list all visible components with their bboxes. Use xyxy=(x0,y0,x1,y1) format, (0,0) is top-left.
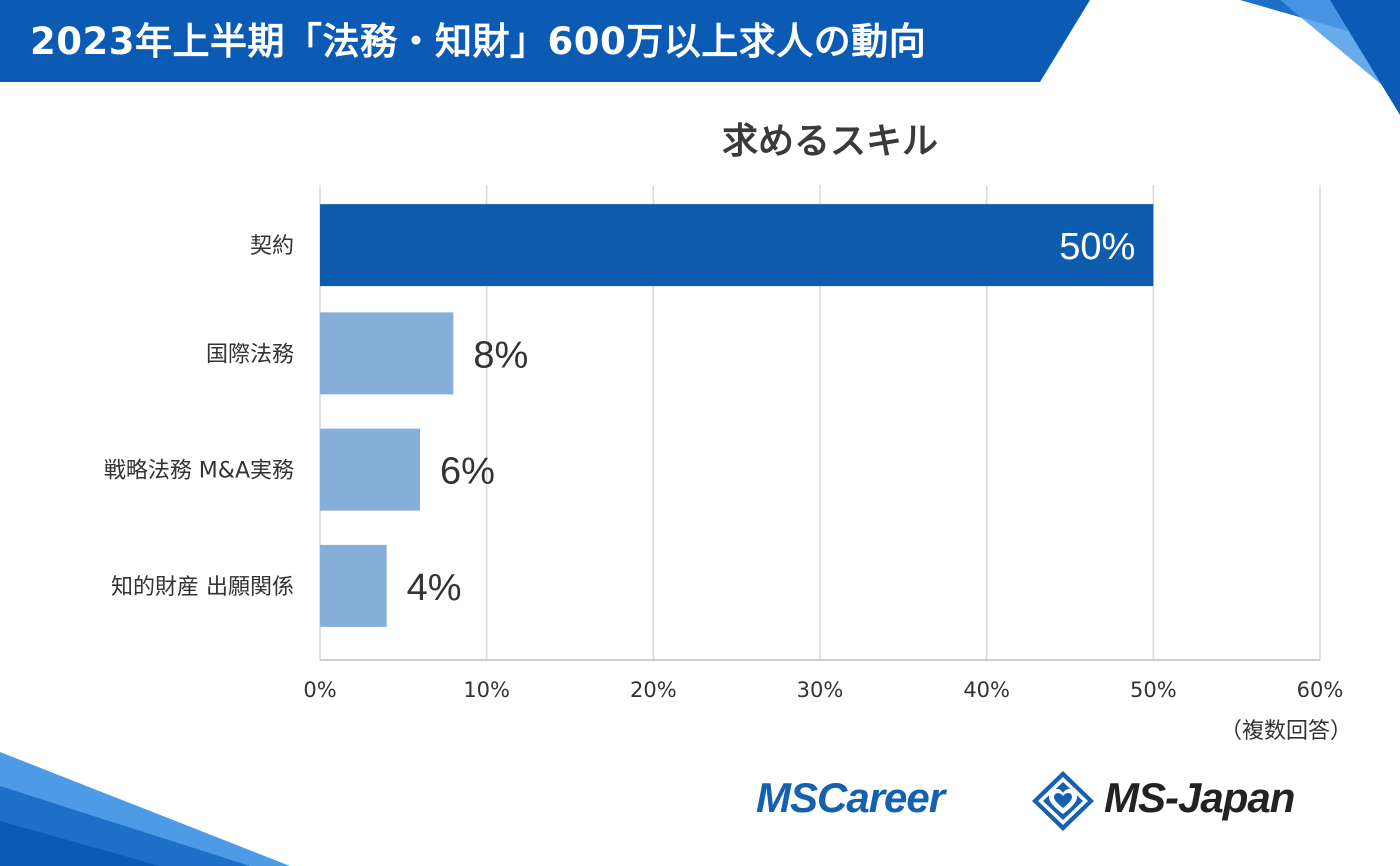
mscareer-logo: MSCareer xyxy=(756,774,945,821)
msjapan-logo: MS-Japan xyxy=(1104,774,1295,821)
x-tick-label: 10% xyxy=(463,678,510,702)
bar xyxy=(320,312,454,395)
category-label: 国際法務 xyxy=(206,342,294,367)
x-tick-label: 60% xyxy=(1297,678,1344,702)
x-tick-label: 30% xyxy=(797,678,844,702)
corner-decoration-bottom-left xyxy=(0,752,290,866)
header-background xyxy=(0,0,1090,82)
bar xyxy=(320,204,1154,287)
x-tick-label: 40% xyxy=(963,678,1010,702)
data-label: 50% xyxy=(1059,226,1135,268)
x-tick-label: 0% xyxy=(303,678,336,702)
bar xyxy=(320,428,420,511)
x-tick-label: 20% xyxy=(630,678,677,702)
data-label: 8% xyxy=(473,334,528,376)
x-tick-label: 50% xyxy=(1130,678,1177,702)
page-title: 2023年上半期「法務・知財」600万以上求人の動向 xyxy=(30,20,927,63)
data-label: 6% xyxy=(440,451,495,493)
category-label: 知的財産 出願関係 xyxy=(111,575,294,600)
corner-decoration-top-right xyxy=(1240,0,1400,115)
header-banner: 2023年上半期「法務・知財」600万以上求人の動向 xyxy=(0,0,1400,84)
data-label: 4% xyxy=(407,567,462,609)
diamond-heart-icon xyxy=(1032,771,1094,831)
chart-note: （複数回答） xyxy=(1219,719,1352,744)
header-blue-shape xyxy=(0,0,1090,82)
category-label: 戦略法務 M&A実務 xyxy=(104,459,294,484)
chart-title: 求めるスキル xyxy=(721,121,938,162)
logo-area: MSCareer MS-Japan xyxy=(756,768,1356,838)
bar xyxy=(320,544,387,627)
category-label: 契約 xyxy=(250,234,294,259)
